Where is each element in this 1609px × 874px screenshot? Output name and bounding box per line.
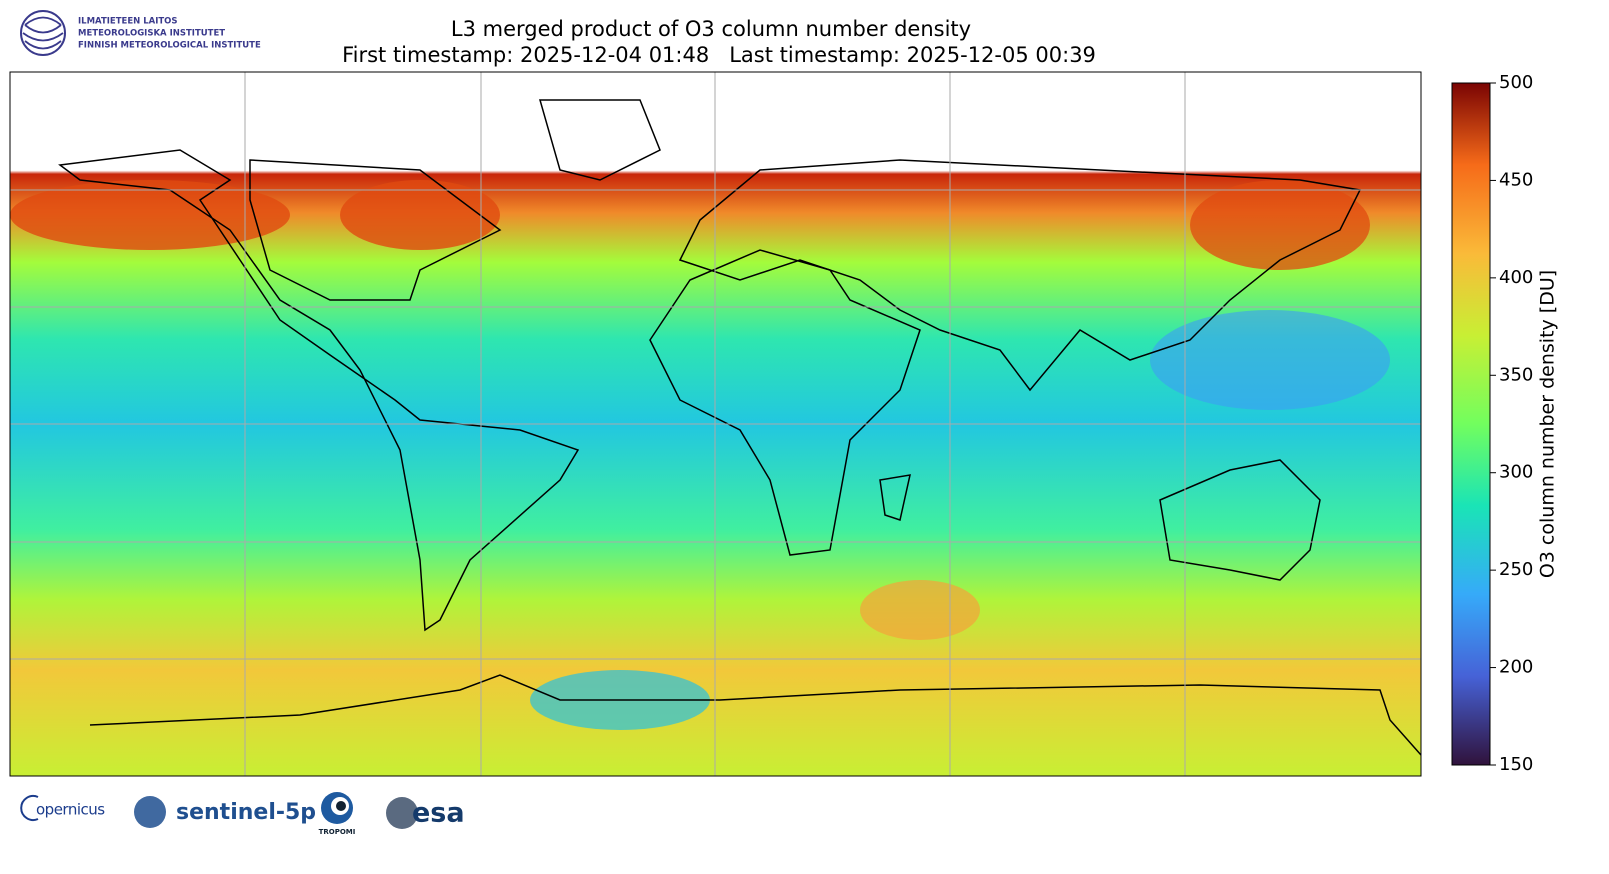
coastlines <box>58 99 1422 756</box>
colorbar-label: O3 column number density [DU] <box>1537 270 1559 578</box>
logo-text: FINNISH METEOROLOGICAL INSTITUTE <box>78 41 261 51</box>
logo-text: METEOROLOGISKA INSTITUTET <box>78 29 225 39</box>
colorbar-tick-label: 150 <box>1499 754 1533 775</box>
logo-text: sentinel-5p <box>176 800 316 825</box>
field-feature <box>1190 180 1370 270</box>
colorbar-tick-label: 250 <box>1499 559 1533 580</box>
field-feature <box>10 180 290 250</box>
field-feature <box>860 580 980 640</box>
colorbar: O3 column number density [DU] 150 200 250 3… <box>1451 72 1559 775</box>
subtitle: First timestamp: 2025-12-04 01:48 Last t… <box>342 43 1096 67</box>
colorbar-tick-label: 350 <box>1499 364 1533 385</box>
map <box>9 71 1422 777</box>
field-feature <box>340 180 500 250</box>
footer-logos: opernicus sentinel-5p TROPOMI esa <box>20 792 465 836</box>
logo-text: TROPOMI <box>319 828 356 836</box>
logo-text: ILMATIETEEN LAITOS <box>78 17 178 27</box>
field-feature <box>1150 310 1390 410</box>
title: L3 merged product of O3 column number de… <box>451 17 971 41</box>
colorbar-tick-label: 200 <box>1499 657 1533 678</box>
fmi-logo: ILMATIETEEN LAITOS METEOROLOGISKA INSTIT… <box>20 10 261 56</box>
colorbar-tick-label: 300 <box>1499 462 1533 483</box>
colorbar-tick-label: 400 <box>1499 267 1533 288</box>
colorbar-ramp <box>1451 82 1491 766</box>
logo-text: esa <box>412 798 465 829</box>
colorbar-tick-label: 500 <box>1499 72 1533 93</box>
logo-text: opernicus <box>36 801 105 819</box>
colorbar-tick-label: 450 <box>1499 169 1533 190</box>
graticule <box>10 72 1421 776</box>
map-frame <box>9 71 1422 777</box>
